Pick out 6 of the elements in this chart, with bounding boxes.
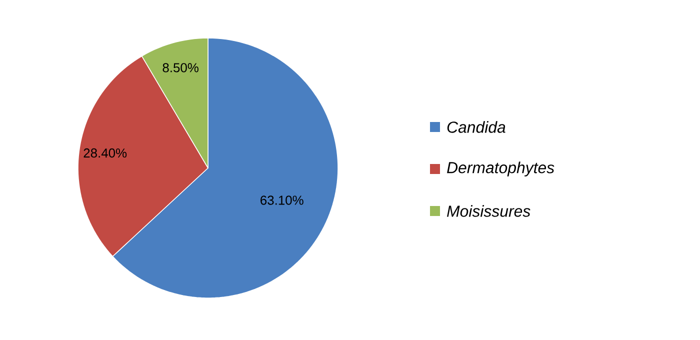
legend-label: Candida: [447, 121, 506, 133]
data-label: 8.50%: [162, 63, 198, 72]
data-label: 63.10%: [260, 196, 304, 205]
data-label: 28.40%: [84, 148, 127, 158]
legend-label: Dermatophytes: [447, 162, 554, 176]
legend-label: Moisissures: [447, 205, 530, 217]
